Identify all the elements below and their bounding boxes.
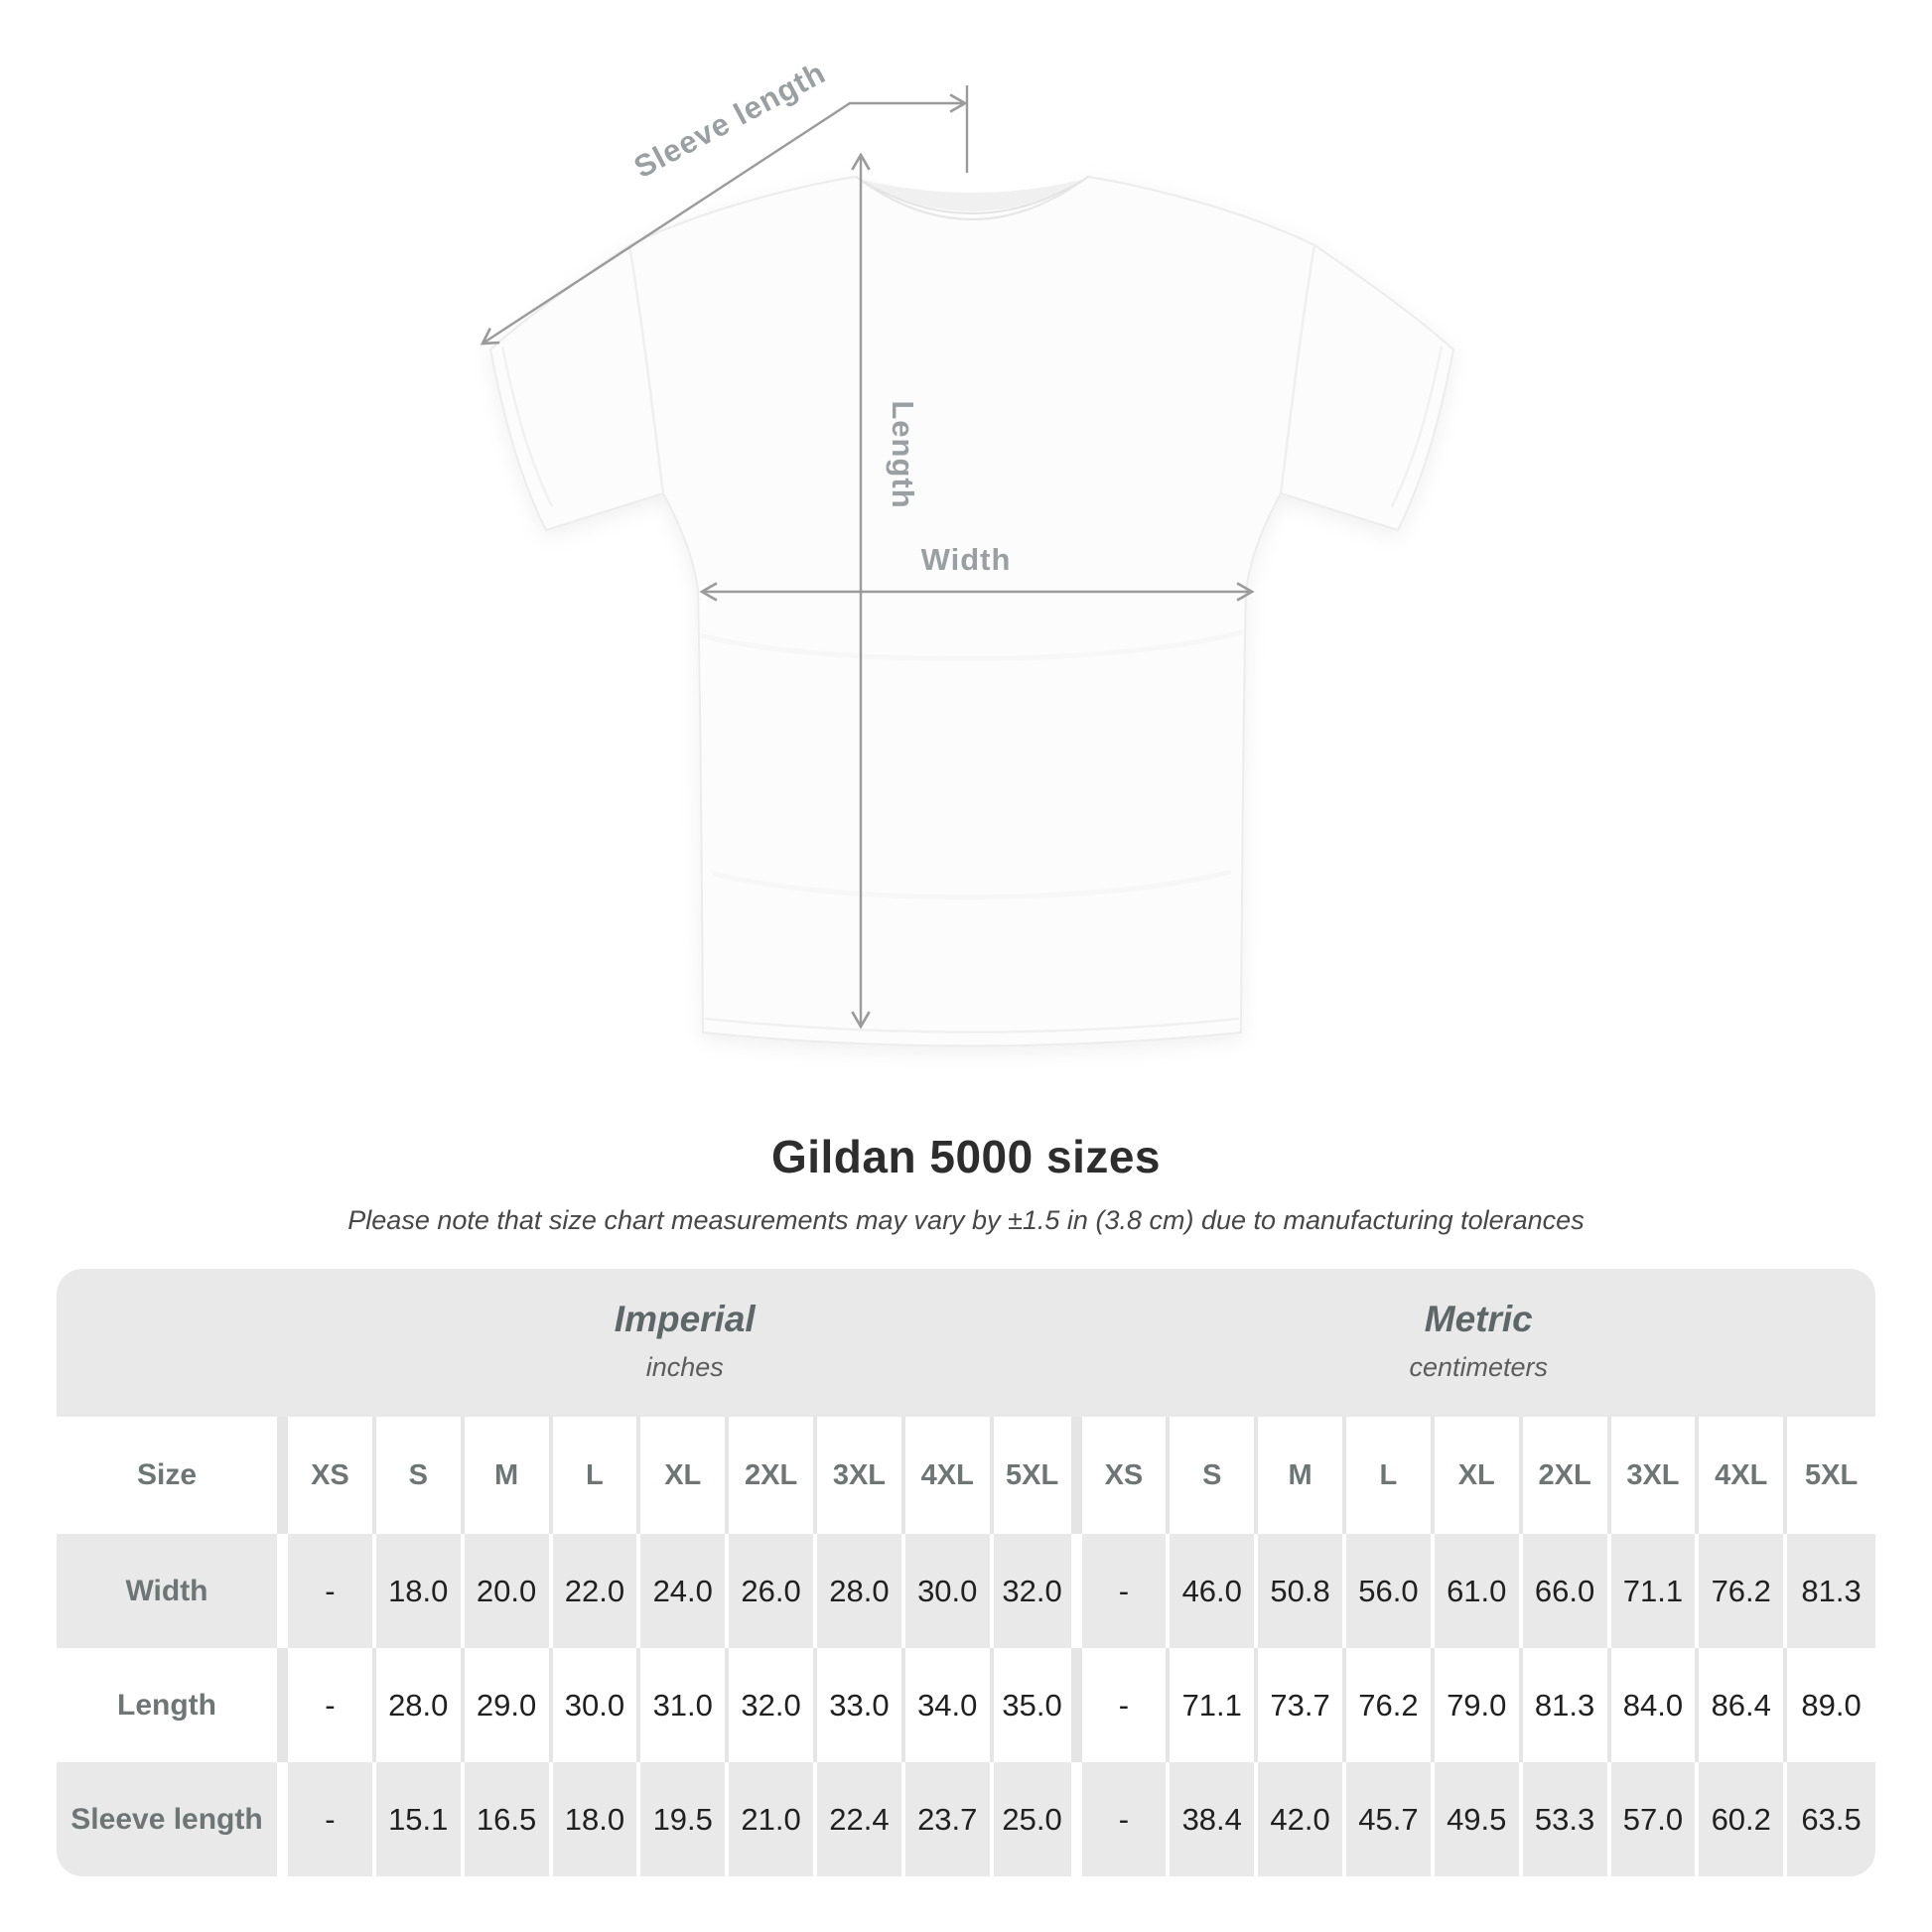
imperial-sublabel: inches [645, 1352, 724, 1382]
value-cell: 25.0 [993, 1762, 1082, 1876]
size-header-cell: XL [640, 1417, 730, 1534]
size-header-cell: 2XL [729, 1417, 817, 1534]
value-cell: - [288, 1762, 376, 1876]
imperial-label: Imperial [614, 1299, 756, 1339]
value-cell: 71.1 [1170, 1648, 1259, 1762]
value-cell: 76.2 [1346, 1648, 1435, 1762]
value-cell: 81.3 [1522, 1648, 1611, 1762]
value-cell: 56.0 [1346, 1534, 1435, 1648]
value-cell: 32.0 [993, 1534, 1082, 1648]
value-cell: 28.0 [375, 1648, 465, 1762]
value-cell: 66.0 [1522, 1534, 1611, 1648]
tshirt-body [488, 175, 1455, 1047]
value-cell: - [1081, 1762, 1171, 1876]
value-cell: - [1081, 1648, 1171, 1762]
value-cell: 49.5 [1434, 1762, 1523, 1876]
value-cell: 29.0 [464, 1648, 553, 1762]
value-cell: 22.0 [552, 1534, 641, 1648]
value-cell: 53.3 [1522, 1762, 1611, 1876]
value-cell: 33.0 [817, 1648, 905, 1762]
value-cell: 32.0 [729, 1648, 817, 1762]
value-cell: 61.0 [1434, 1534, 1523, 1648]
value-cell: 26.0 [729, 1534, 817, 1648]
value-cell: 63.5 [1787, 1762, 1875, 1876]
value-cell: 81.3 [1787, 1534, 1875, 1648]
value-cell: 21.0 [729, 1762, 817, 1876]
value-cell: 45.7 [1346, 1762, 1435, 1876]
page-title: Gildan 5000 sizes [770, 1131, 1162, 1182]
value-cell: 30.0 [552, 1648, 641, 1762]
size-header-cell: XS [1081, 1417, 1171, 1534]
size-header-cell: M [464, 1417, 553, 1534]
table-header-row: Size XS S M L XL 2XL 3XL 4XL 5XL XS S M … [57, 1417, 1875, 1534]
value-cell: 19.5 [640, 1762, 730, 1876]
value-cell: 73.7 [1258, 1648, 1346, 1762]
width-label: Width [921, 542, 1012, 577]
size-header-cell: L [552, 1417, 641, 1534]
value-cell: 20.0 [464, 1534, 553, 1648]
value-cell: 18.0 [375, 1534, 465, 1648]
size-header-cell: 2XL [1522, 1417, 1611, 1534]
value-cell: 34.0 [904, 1648, 994, 1762]
size-header-cell: 5XL [1787, 1417, 1875, 1534]
size-header-cell: 4XL [904, 1417, 994, 1534]
value-cell: - [288, 1534, 376, 1648]
heading-block: Gildan 5000 sizes Please note that size … [0, 1130, 1932, 1236]
value-cell: 24.0 [640, 1534, 730, 1648]
value-cell: 57.0 [1610, 1762, 1700, 1876]
value-cell: 76.2 [1699, 1534, 1788, 1648]
value-cell: - [1081, 1534, 1171, 1648]
size-header-cell: S [1170, 1417, 1259, 1534]
value-cell: 35.0 [993, 1648, 1082, 1762]
row-label: Width [57, 1534, 288, 1648]
value-cell: 42.0 [1258, 1762, 1346, 1876]
sleeve-length-arrow [480, 85, 969, 345]
length-label: Length [886, 400, 920, 508]
value-cell: 22.4 [817, 1762, 905, 1876]
value-cell: 71.1 [1610, 1534, 1700, 1648]
size-header-cell: 3XL [817, 1417, 905, 1534]
size-header-cell: 4XL [1699, 1417, 1788, 1534]
value-cell: 15.1 [375, 1762, 465, 1876]
value-cell: 89.0 [1787, 1648, 1875, 1762]
imperial-unit-header: Imperial inches [288, 1269, 1082, 1417]
value-cell: 23.7 [904, 1762, 994, 1876]
value-cell: 31.0 [640, 1648, 730, 1762]
value-cell: 79.0 [1434, 1648, 1523, 1762]
value-cell: 84.0 [1610, 1648, 1700, 1762]
value-cell: 86.4 [1699, 1648, 1788, 1762]
metric-unit-header: Metric centimeters [1082, 1269, 1876, 1417]
size-header-cell: S [375, 1417, 465, 1534]
size-header-cell: M [1258, 1417, 1346, 1534]
sleeve-length-label: Sleeve length [628, 55, 831, 185]
metric-label: Metric [1424, 1299, 1533, 1339]
value-cell: 60.2 [1699, 1762, 1788, 1876]
value-cell: 28.0 [817, 1534, 905, 1648]
value-cell: 38.4 [1170, 1762, 1259, 1876]
value-cell: 46.0 [1170, 1534, 1259, 1648]
table-row-sleeve-length: Sleeve length - 15.1 16.5 18.0 19.5 21.0… [57, 1762, 1875, 1876]
table-row-length: Length - 28.0 29.0 30.0 31.0 32.0 33.0 3… [57, 1648, 1875, 1762]
tolerance-note: Please note that size chart measurements… [347, 1205, 1585, 1235]
unit-header-band: Imperial inches Metric centimeters [57, 1269, 1875, 1417]
metric-sublabel: centimeters [1409, 1352, 1549, 1382]
measurement-annotations [480, 85, 1255, 1030]
size-header-cell: 5XL [993, 1417, 1082, 1534]
size-header-cell: XL [1434, 1417, 1523, 1534]
value-cell: 50.8 [1258, 1534, 1346, 1648]
row-label: Length [57, 1648, 288, 1762]
size-header-cell: L [1346, 1417, 1435, 1534]
size-table: Imperial inches Metric centimeters Size … [57, 1269, 1875, 1876]
value-cell: 18.0 [552, 1762, 641, 1876]
value-cell: 16.5 [464, 1762, 553, 1876]
table-row-width: Width - 18.0 20.0 22.0 24.0 26.0 28.0 30… [57, 1534, 1875, 1648]
tshirt-illustration: Sleeve length Length Width [480, 55, 1455, 1047]
size-header-cell: XS [288, 1417, 376, 1534]
value-cell: - [288, 1648, 376, 1762]
value-cell: 30.0 [904, 1534, 994, 1648]
row-label: Sleeve length [57, 1762, 288, 1876]
size-column-header: Size [57, 1417, 288, 1534]
size-header-cell: 3XL [1610, 1417, 1700, 1534]
